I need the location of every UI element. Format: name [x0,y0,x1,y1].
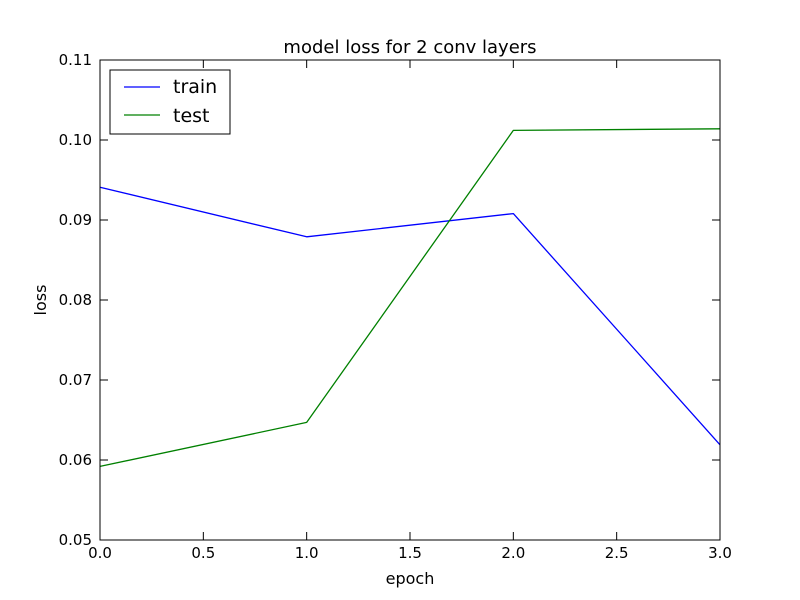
series-line-train [99,186,721,446]
x-axis-label: epoch [386,569,435,588]
legend-box [109,69,231,135]
series-line-test [99,128,721,468]
y-axis-ticks: 0.05 0.06 0.07 0.08 0.09 0.10 0.11 [59,51,720,549]
x-tick-label: 2.5 [605,544,629,562]
x-tick-label: 1.0 [295,544,319,562]
x-tick-label: 0.5 [191,544,215,562]
plot-area: 0.0 0.5 1.0 1.5 2.0 2.5 3.0 0.050.060.070.080.… [59,51,732,562]
y-tick-label: 0.06 [59,451,92,469]
y-tick-label: 0.10 [59,131,92,149]
x-tick-label: 3.0 [708,544,732,562]
legend-train-label: train [173,76,217,98]
x-tick-label: 2.0 [501,544,525,562]
y-tick-label: 0.09 [59,211,92,229]
chart-title: model loss for 2 conv layers [283,37,536,58]
y-tick-label: 0.11 [59,51,92,69]
y-tick-label: 0.07 [59,371,92,389]
legend-test-label: test [173,105,210,127]
x-axis-ticks: 0.0 0.5 1.0 1.5 2.0 2.5 3.0 [88,60,732,562]
series-layer [99,128,721,468]
y-tick-label: 0.08 [59,291,92,309]
x-tick-label: 0.0 [88,544,112,562]
x-tick-label: 1.5 [398,544,422,562]
legend: train test [109,69,231,135]
y-tick-label: 0.05 [59,531,92,549]
plot-background [100,60,720,540]
y-axis-label: loss [31,285,50,316]
